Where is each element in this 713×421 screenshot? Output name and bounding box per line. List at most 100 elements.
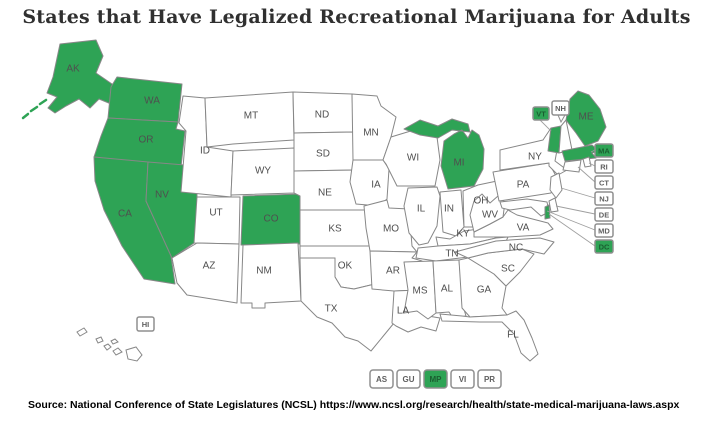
source-citation: Source: National Conference of State Leg… — [28, 399, 680, 411]
hawaii-island — [125, 346, 143, 362]
state-label-va: VA — [517, 223, 530, 234]
state-label-ne: NE — [318, 188, 332, 199]
hawaii-island — [112, 347, 123, 356]
aleutian-islands — [21, 98, 48, 120]
state-fl[interactable] — [439, 310, 539, 362]
badge-mp[interactable] — [423, 369, 448, 389]
state-label-ak: AK — [66, 64, 80, 75]
badge-leader-line — [577, 166, 596, 183]
state-label-tn: TN — [445, 249, 458, 260]
state-wv[interactable] — [469, 193, 506, 233]
state-label-ky: KY — [456, 229, 470, 240]
state-in[interactable] — [439, 189, 465, 237]
hawaii-island — [110, 338, 119, 345]
badge-label-dc: DC — [599, 242, 610, 251]
state-label-mt: MT — [244, 111, 258, 122]
badge-leader-line — [548, 213, 596, 247]
state-label-oh: OH — [474, 196, 489, 207]
state-label-ar: AR — [386, 266, 400, 277]
state-label-nc: NC — [509, 243, 523, 254]
state-label-nd: ND — [315, 110, 329, 121]
badge-label-pr: PR — [484, 375, 495, 384]
badge-dc[interactable] — [594, 239, 614, 254]
state-ct[interactable] — [562, 159, 582, 173]
badge-leader-line — [539, 119, 552, 132]
badge-label-as: AS — [376, 375, 388, 384]
badge-hi[interactable] — [136, 316, 155, 332]
state-label-sd: SD — [316, 149, 330, 160]
badge-label-ri: RI — [600, 162, 608, 171]
state-label-wv: WV — [482, 210, 498, 221]
badge-label-gu: GU — [403, 375, 415, 384]
leader-lines-layer — [539, 114, 596, 247]
state-nj[interactable] — [549, 172, 563, 199]
badges-layer: VT NH MA RI CT NJ DE MD DC HI AS GU MP VI PR — [136, 100, 614, 389]
badge-de[interactable] — [594, 207, 614, 222]
state-de[interactable] — [548, 197, 559, 213]
badge-as[interactable] — [369, 369, 394, 389]
states-layer — [21, 39, 607, 362]
badge-md[interactable] — [594, 223, 614, 238]
badge-vt[interactable] — [532, 106, 550, 121]
state-label-wa: WA — [144, 96, 160, 107]
state-labels-layer: AK WA OR CA NV ID MT WY UT CO AZ NM ND SD NE KS OK TX MN IA… — [66, 64, 594, 341]
state-il[interactable] — [403, 186, 441, 246]
state-label-al: AL — [441, 284, 454, 295]
state-label-ny: NY — [528, 152, 542, 163]
state-ri[interactable] — [582, 156, 592, 168]
badge-leader-line — [555, 205, 596, 215]
badge-vi[interactable] — [450, 369, 475, 389]
badge-leader-line — [588, 162, 596, 167]
badge-ma[interactable] — [594, 143, 614, 158]
badge-label-nh: NH — [555, 104, 566, 113]
state-wa[interactable] — [107, 76, 183, 123]
page-title: States that Have Legalized Recreational … — [22, 6, 691, 28]
state-label-mn: MN — [363, 128, 379, 139]
state-md[interactable] — [499, 198, 550, 217]
badge-label-de: DE — [599, 210, 609, 219]
badge-label-nj: NJ — [599, 194, 609, 203]
state-label-or: OR — [139, 135, 154, 146]
state-label-in: IN — [444, 204, 454, 215]
badge-gu[interactable] — [396, 369, 421, 389]
state-label-wi: WI — [407, 153, 419, 164]
state-nc[interactable] — [454, 237, 555, 259]
badge-label-ct: CT — [599, 178, 609, 187]
state-label-ok: OK — [338, 261, 353, 272]
state-nm[interactable] — [240, 242, 302, 309]
state-mi[interactable] — [403, 118, 485, 190]
state-mo[interactable] — [363, 199, 418, 253]
badge-label-mp: MP — [430, 375, 443, 384]
badge-label-ma: MA — [598, 146, 610, 155]
state-label-nm: NM — [256, 266, 272, 277]
state-label-la: LA — [397, 306, 410, 317]
state-label-co: CO — [264, 214, 279, 225]
badge-leader-line — [546, 210, 596, 231]
state-label-ut: UT — [209, 208, 222, 219]
state-label-il: IL — [417, 204, 426, 215]
state-label-me: ME — [579, 112, 594, 123]
state-ut[interactable] — [193, 196, 241, 245]
badge-nj[interactable] — [594, 191, 614, 206]
state-label-nv: NV — [155, 190, 169, 201]
state-az[interactable] — [171, 242, 240, 304]
badge-leader-line — [560, 187, 596, 199]
state-dc[interactable] — [544, 204, 551, 220]
hawaii-island — [76, 327, 88, 337]
state-label-ms: MS — [413, 286, 428, 297]
state-ma[interactable] — [561, 144, 600, 162]
badge-ri[interactable] — [594, 159, 614, 174]
badge-pr[interactable] — [477, 369, 502, 389]
state-label-ks: KS — [328, 224, 342, 235]
state-me[interactable] — [565, 90, 607, 147]
state-label-mi: MI — [453, 158, 464, 169]
state-or[interactable] — [93, 117, 186, 168]
state-mt[interactable] — [204, 91, 295, 148]
state-label-sc: SC — [501, 264, 515, 275]
badge-nh[interactable] — [551, 100, 570, 116]
badge-label-md: MD — [598, 226, 610, 235]
state-label-wy: WY — [255, 166, 271, 177]
state-ia[interactable] — [349, 159, 390, 207]
badge-ct[interactable] — [594, 175, 614, 190]
